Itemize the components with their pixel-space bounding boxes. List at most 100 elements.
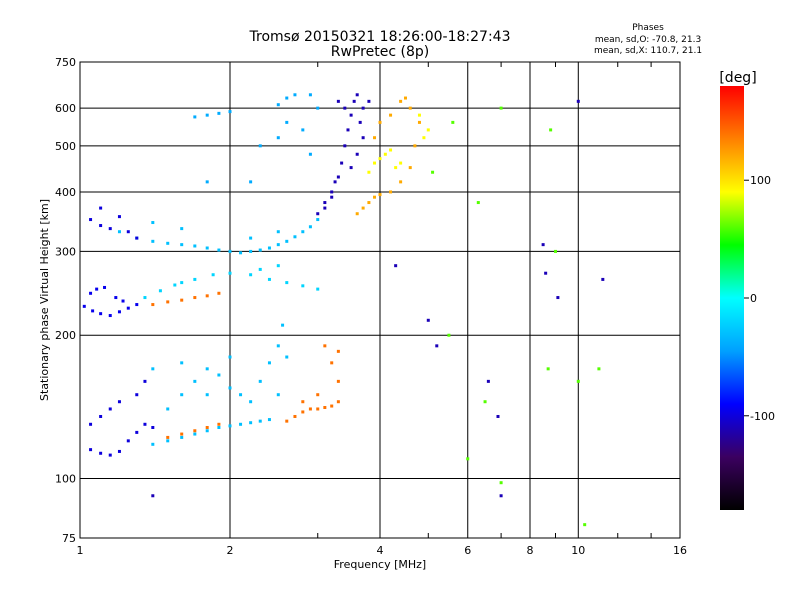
data-point bbox=[180, 435, 184, 439]
chart-title: Tromsø 20150321 18:26:00-18:27:43 bbox=[249, 29, 511, 45]
data-point bbox=[82, 304, 86, 308]
data-point bbox=[349, 166, 353, 170]
data-point bbox=[193, 429, 197, 433]
phases-o-stats: mean, sd,O: -70.8, 21.3 bbox=[595, 35, 701, 45]
data-point bbox=[316, 212, 320, 216]
data-point bbox=[373, 136, 377, 140]
data-point bbox=[258, 419, 262, 423]
data-point bbox=[378, 157, 382, 161]
data-point bbox=[205, 113, 209, 117]
data-point bbox=[249, 273, 253, 277]
data-point bbox=[285, 281, 289, 285]
data-point bbox=[343, 144, 347, 148]
data-point bbox=[499, 494, 503, 498]
data-point bbox=[399, 99, 403, 103]
plot-layer: 1 2 4 6 8 10 16 75 100 200 300 400 500 600 750 100 0 -100 bbox=[55, 56, 775, 557]
data-point bbox=[258, 379, 262, 383]
data-point bbox=[556, 296, 560, 300]
data-point bbox=[541, 243, 545, 247]
data-point bbox=[316, 218, 320, 222]
data-point bbox=[330, 404, 334, 408]
data-point bbox=[308, 407, 312, 411]
data-point bbox=[217, 248, 221, 252]
data-point bbox=[158, 289, 162, 293]
data-point bbox=[394, 264, 398, 268]
chart-subtitle: RwPretec (8p) bbox=[331, 44, 429, 60]
data-point bbox=[89, 218, 93, 222]
data-point bbox=[228, 355, 232, 359]
data-point bbox=[108, 407, 112, 411]
y-tick-label: 600 bbox=[55, 102, 76, 115]
data-point bbox=[383, 152, 387, 156]
y-tick-label: 400 bbox=[55, 186, 76, 199]
data-point bbox=[316, 106, 320, 110]
data-point bbox=[576, 379, 580, 383]
data-point bbox=[193, 296, 197, 300]
data-point bbox=[483, 400, 487, 404]
data-point bbox=[143, 296, 147, 300]
data-point bbox=[336, 175, 340, 179]
data-point bbox=[205, 367, 209, 371]
data-point bbox=[217, 373, 221, 377]
data-point bbox=[239, 422, 243, 426]
data-point bbox=[135, 430, 139, 434]
data-point bbox=[143, 422, 147, 426]
data-point bbox=[239, 251, 243, 255]
data-point bbox=[89, 448, 93, 452]
data-point bbox=[166, 435, 170, 439]
x-tick-label: 1 bbox=[77, 544, 84, 557]
data-point bbox=[408, 106, 412, 110]
data-point bbox=[373, 161, 377, 165]
x-axis-label: Frequency [MHz] bbox=[334, 558, 426, 571]
data-point bbox=[117, 400, 121, 404]
x-tick-label: 4 bbox=[377, 544, 384, 557]
data-point bbox=[121, 299, 125, 303]
data-point bbox=[276, 136, 280, 140]
data-point bbox=[249, 400, 253, 404]
data-point bbox=[217, 422, 221, 426]
data-point bbox=[276, 243, 280, 247]
data-point bbox=[544, 271, 548, 275]
data-point bbox=[408, 166, 412, 170]
data-point bbox=[258, 144, 262, 148]
data-point bbox=[476, 201, 480, 205]
data-point bbox=[285, 419, 289, 423]
data-point bbox=[258, 267, 262, 271]
data-point bbox=[126, 439, 130, 443]
data-point bbox=[276, 393, 280, 397]
data-point bbox=[151, 221, 155, 225]
data-point bbox=[258, 248, 262, 252]
data-point bbox=[267, 246, 271, 250]
y-axis-label: Stationary phase Virtual Height [km] bbox=[38, 199, 51, 401]
data-point bbox=[249, 180, 253, 184]
data-point bbox=[394, 166, 398, 170]
data-point bbox=[267, 277, 271, 281]
data-point bbox=[228, 271, 232, 275]
data-point bbox=[323, 201, 327, 205]
data-point bbox=[486, 379, 490, 383]
data-point bbox=[597, 367, 601, 371]
data-point bbox=[180, 361, 184, 365]
data-point bbox=[352, 99, 356, 103]
data-point bbox=[267, 361, 271, 365]
data-point bbox=[151, 494, 155, 498]
data-point bbox=[276, 264, 280, 268]
data-point bbox=[99, 414, 103, 418]
data-point bbox=[367, 170, 371, 174]
data-point bbox=[323, 344, 327, 348]
data-point bbox=[285, 355, 289, 359]
data-point bbox=[249, 236, 253, 240]
data-point bbox=[95, 287, 99, 291]
data-point bbox=[426, 318, 430, 322]
data-point bbox=[99, 224, 103, 228]
data-point bbox=[601, 277, 605, 281]
data-point bbox=[399, 180, 403, 184]
y-tick-label: 200 bbox=[55, 329, 76, 342]
data-point bbox=[336, 99, 340, 103]
data-point bbox=[336, 400, 340, 404]
data-point bbox=[249, 421, 253, 425]
data-point bbox=[301, 410, 305, 414]
data-point bbox=[496, 414, 500, 418]
x-tick-label: 6 bbox=[464, 544, 471, 557]
data-point bbox=[91, 309, 95, 313]
